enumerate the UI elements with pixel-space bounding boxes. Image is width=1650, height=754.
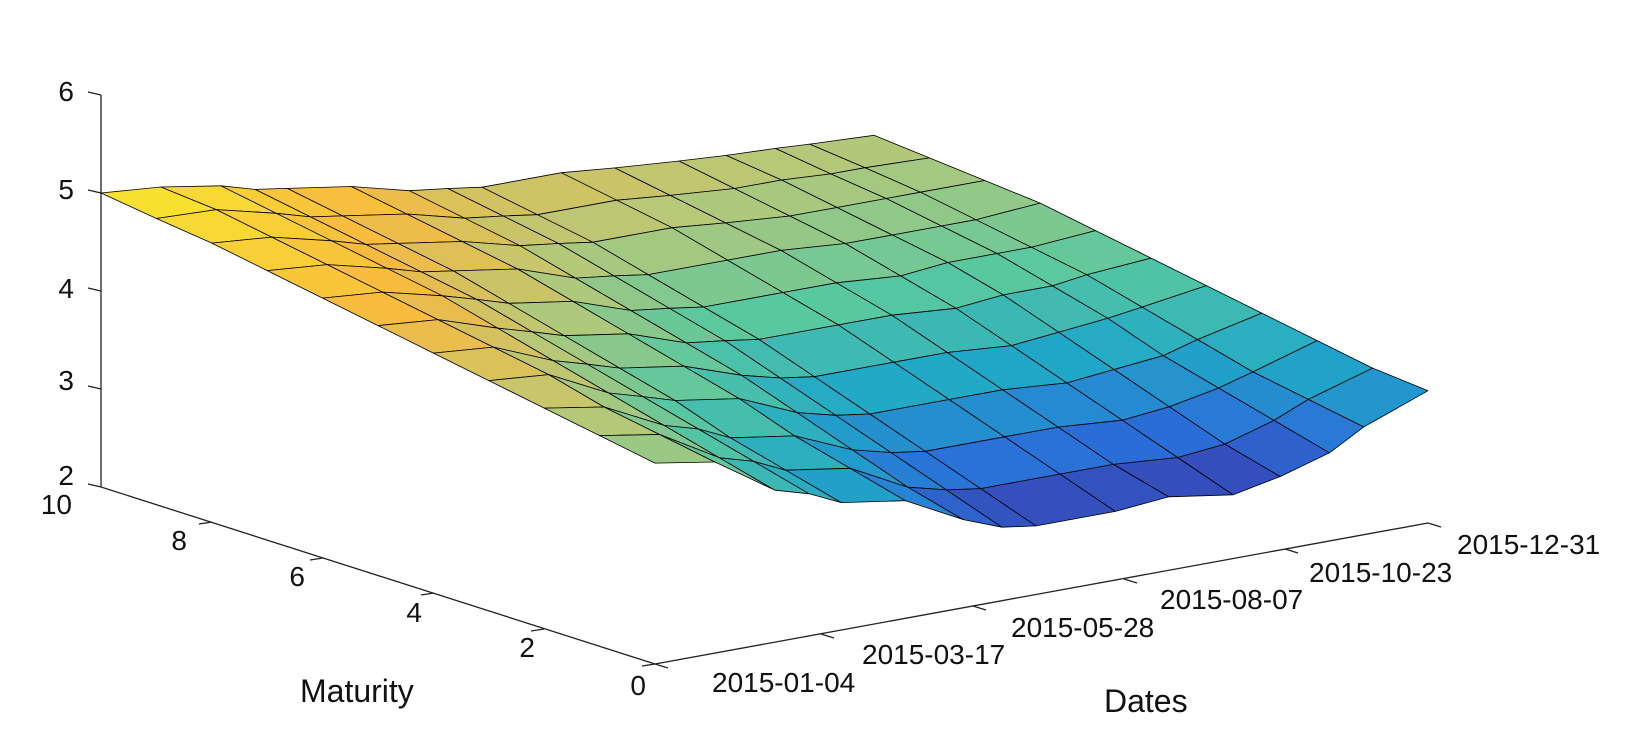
- maturity-axis-line: [100, 486, 656, 665]
- maturity-tick-mark-0: [641, 663, 656, 667]
- date-tick-label-0: 2015-01-04: [712, 667, 855, 698]
- z-tick-label-2: 4: [58, 273, 74, 304]
- maturity-tick-label-5: 10: [41, 489, 72, 520]
- maturity-tick-label-3: 6: [289, 561, 305, 592]
- date-tick-mark-0: [654, 663, 669, 669]
- z-tick-label-3: 5: [58, 174, 74, 205]
- maturity-tick-label-0: 0: [630, 670, 646, 701]
- maturity-tick-label-4: 8: [171, 525, 187, 556]
- maturity-axis-ticks: 0 2 4 6 8 10: [41, 489, 656, 701]
- z-tick-mark-4: [87, 91, 102, 96]
- date-tick-label-1: 2015-03-17: [862, 639, 1005, 670]
- z-tick-mark-3: [87, 189, 102, 194]
- date-tick-label-5: 2015-12-31: [1457, 529, 1600, 560]
- date-tick-mark-1: [820, 633, 835, 639]
- z-tick-label-1: 3: [58, 365, 74, 396]
- dates-axis-title: Dates: [1104, 683, 1188, 719]
- maturity-tick-mark-1: [530, 628, 545, 632]
- maturity-axis-title: Maturity: [300, 673, 414, 709]
- z-tick-label-4: 6: [58, 76, 74, 107]
- date-tick-mark-2: [972, 605, 987, 611]
- date-tick-mark-5: [1427, 522, 1442, 528]
- dates-axis-line: [654, 522, 1429, 665]
- z-axis-ticks: 2 3 4 5 6: [58, 76, 102, 491]
- date-tick-label-4: 2015-10-23: [1309, 557, 1452, 588]
- maturity-tick-label-2: 4: [406, 597, 422, 628]
- surface-patch-0-14: [1308, 367, 1429, 428]
- maturity-tick-mark-4: [198, 521, 213, 525]
- date-tick-label-2: 2015-05-28: [1011, 612, 1154, 643]
- maturity-tick-mark-2: [420, 592, 435, 596]
- date-tick-mark-4: [1284, 548, 1299, 554]
- z-tick-label-0: 2: [58, 460, 74, 491]
- dates-axis-ticks: 2015-01-04 2015-03-17 2015-05-28 2015-08…: [654, 522, 1600, 698]
- maturity-tick-label-1: 2: [519, 632, 535, 663]
- date-tick-label-3: 2015-08-07: [1160, 584, 1303, 615]
- z-tick-mark-2: [87, 287, 102, 292]
- z-tick-mark-1: [87, 385, 102, 390]
- maturity-tick-mark-3: [309, 557, 324, 561]
- date-tick-mark-3: [1123, 578, 1138, 584]
- z-tick-mark-0: [87, 483, 102, 488]
- surface-mesh: [100, 134, 1429, 528]
